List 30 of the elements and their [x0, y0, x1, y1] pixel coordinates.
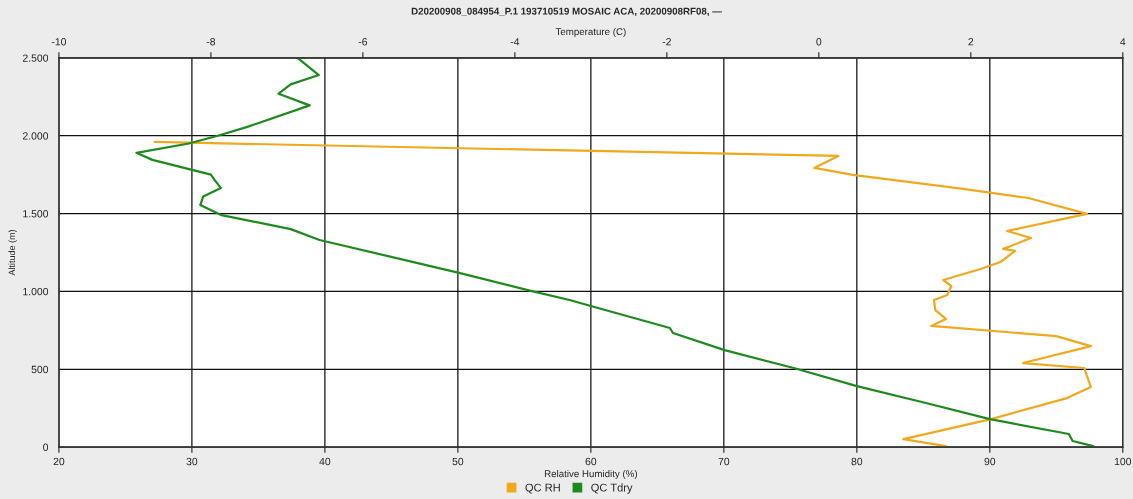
x-tick-label: 20: [53, 457, 65, 466]
legend-label: QC Tdry: [591, 483, 633, 494]
y-tick-label: 0: [43, 443, 49, 451]
x-axis-title: Relative Humidity (%): [544, 470, 637, 480]
x-tick-label: 60: [585, 457, 597, 466]
x2-tick-label: -4: [510, 38, 520, 46]
y-tick-label: 2.500: [22, 54, 49, 62]
y-tick-label: 2.000: [22, 132, 49, 140]
y-tick-label: 500: [31, 365, 49, 374]
x-tick-label: 70: [718, 457, 730, 466]
x2-axis-title: Temperature (C): [555, 27, 626, 37]
y-axis-title: Altitude (m): [8, 229, 17, 276]
chart-title: D20200908_084954_P.1 193710519 MOSAIC ACA, 20200908RF08, —: [411, 7, 722, 17]
x-tick-label: 30: [186, 457, 198, 466]
y-tick-label: 1.000: [23, 287, 49, 296]
y-tick-label: 1.500: [23, 210, 49, 218]
x2-tick-label: -10: [51, 38, 67, 46]
x-tick-label: 40: [319, 457, 331, 466]
x2-tick-label: -6: [358, 38, 368, 46]
x-tick-label: 80: [851, 457, 863, 466]
line-series: [153, 140, 1092, 448]
x2-tick-label: 0: [816, 38, 822, 46]
legend-label: QC RH: [525, 483, 560, 494]
x2-tick-label: 2: [968, 38, 974, 46]
x2-tick-label: -8: [206, 38, 216, 46]
x-tick-label: 90: [984, 457, 996, 466]
x-tick-label: 100: [1114, 457, 1132, 466]
x-tick-label: 50: [452, 457, 464, 466]
x2-tick-label: 4: [1120, 38, 1126, 46]
x2-tick-label: -2: [662, 38, 671, 46]
